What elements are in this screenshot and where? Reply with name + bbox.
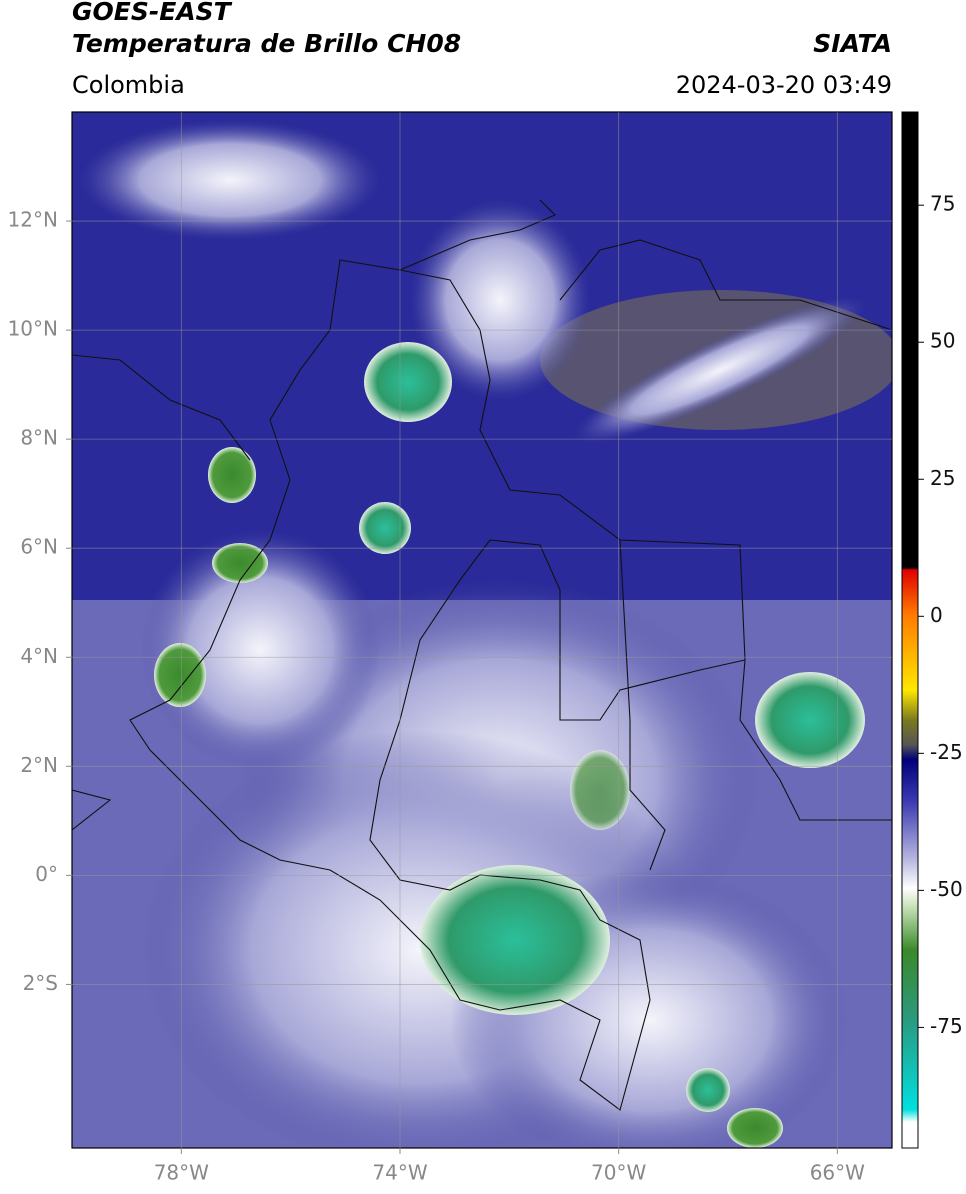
satellite-title: GOES-EAST [72, 0, 233, 26]
colorbar-tick-label: 75 [930, 192, 955, 216]
colorbar-tick-label: 50 [930, 329, 955, 353]
y-tick-label: 0° [35, 862, 58, 886]
colorbar [901, 111, 919, 1149]
colorbar-tick-label: 0 [930, 603, 943, 627]
map-frame [71, 111, 893, 1149]
region: Colombia [72, 71, 185, 99]
y-tick-label: 2°N [20, 753, 58, 777]
y-tick-label: 12°N [8, 208, 58, 232]
y-tick-label: 6°N [20, 535, 58, 559]
x-tick-label: 66°W [810, 1161, 865, 1185]
x-tick-label: 70°W [591, 1161, 646, 1185]
y-tick-label: 8°N [20, 426, 58, 450]
colorbar-tick-label: 25 [930, 466, 955, 490]
y-tick-label: 10°N [8, 317, 58, 341]
x-tick-label: 74°W [372, 1161, 427, 1185]
product-title: Temperatura de Brillo CH08 [72, 29, 461, 58]
datetime: 2024-03-20 03:49 [676, 71, 892, 99]
y-tick-label: 4°N [20, 644, 58, 668]
source: SIATA [813, 29, 892, 58]
colorbar-tick-label: -75 [930, 1014, 963, 1038]
colorbar-tick-label: -50 [930, 877, 963, 901]
y-tick-label: 2°S [23, 971, 58, 995]
colorbar-tick-label: -25 [930, 740, 963, 764]
x-tick-label: 78°W [154, 1161, 209, 1185]
satellite-image [72, 112, 892, 1148]
